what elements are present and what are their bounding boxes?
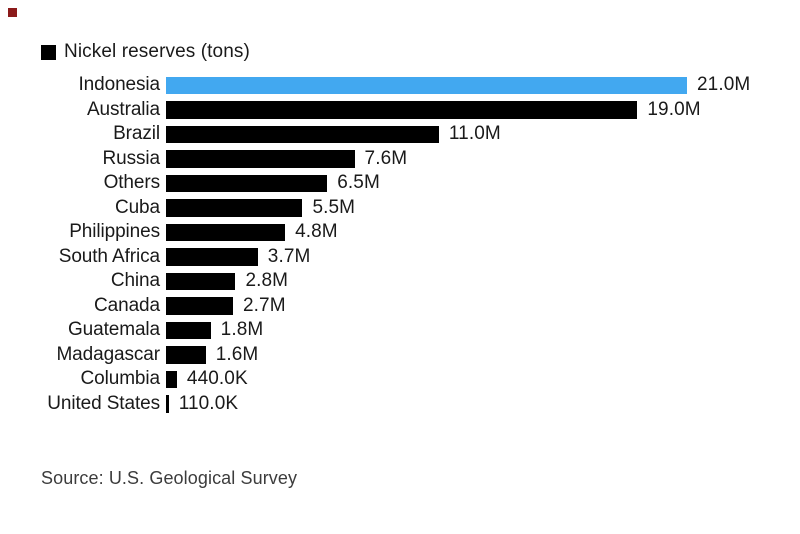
value-label: 4.8M (295, 221, 338, 243)
bar-row: Brazil 11.0M (40, 122, 780, 147)
bar-row: Others 6.5M (40, 171, 780, 196)
bar (166, 297, 233, 315)
value-label: 110.0K (178, 392, 239, 414)
bar-row: South Africa 3.7M (40, 245, 780, 270)
value-label: 2.7M (242, 294, 286, 316)
legend-label: Nickel reserves (tons) (64, 41, 250, 62)
bar-row: Cuba 5.5M (40, 196, 780, 221)
bar (166, 272, 236, 290)
bar (166, 321, 211, 339)
bar (166, 101, 638, 119)
value-label: 21.0M (697, 74, 751, 96)
bar-row: Canada 2.7M (40, 294, 780, 319)
value-label: 5.5M (312, 196, 356, 218)
chart-rows: Indonesia 21.0M Australia 19.0M Brazil 11.0M R… (40, 73, 780, 416)
nickel-reserves-bar-chart: Nickel reserves (tons) Indonesia 21.0M Aus… (40, 41, 780, 489)
bar (166, 125, 439, 143)
bar-row: Madagascar 1.6M (40, 343, 780, 368)
bar (166, 248, 258, 266)
value-label: 440.0K (186, 368, 248, 390)
value-label: 1.8M (220, 319, 264, 341)
bar (166, 370, 177, 388)
category-label: Cuba (114, 196, 160, 218)
category-label: South Africa (58, 245, 160, 267)
bar-row: Indonesia 21.0M (40, 73, 780, 98)
value-label: 1.6M (215, 343, 259, 365)
corner-marker-icon (8, 8, 17, 17)
bar-row: Philippines 4.8M (40, 220, 780, 245)
bar (166, 150, 355, 168)
bar (166, 395, 169, 413)
category-label: Others (103, 172, 161, 194)
category-label: Columbia (80, 368, 161, 390)
category-label: Russia (102, 147, 161, 169)
source-note: Source: U.S. Geological Survey (41, 468, 298, 488)
bar-row: Australia 19.0M (40, 98, 780, 123)
legend-swatch-icon (41, 44, 56, 60)
bar (166, 223, 286, 241)
category-label: China (110, 270, 160, 292)
value-label: 7.6M (364, 147, 408, 169)
bar-row: Russia 7.6M (40, 147, 780, 172)
bar-row: Columbia 440.0K (40, 367, 780, 392)
value-label: 3.7M (267, 245, 311, 267)
category-label: Australia (86, 98, 160, 120)
bar-row: China 2.8M (40, 269, 780, 294)
category-label: United States (47, 392, 160, 414)
bar-row: Guatemala 1.8M (40, 318, 780, 343)
value-label: 2.8M (245, 270, 289, 292)
value-label: 19.0M (647, 98, 701, 120)
bar (166, 174, 328, 192)
chart-legend: Nickel reserves (tons) (41, 41, 780, 62)
bar (166, 199, 303, 217)
category-label: Guatemala (67, 319, 160, 341)
category-label: Philippines (69, 221, 160, 243)
category-label: Canada (94, 294, 160, 316)
value-label: 6.5M (337, 172, 380, 194)
bar-row: United States 110.0K (40, 392, 780, 417)
bar (166, 76, 687, 94)
category-label: Indonesia (78, 74, 160, 96)
category-label: Brazil (113, 123, 160, 145)
bar (166, 346, 206, 364)
value-label: 11.0M (448, 123, 501, 145)
category-label: Madagascar (56, 343, 160, 365)
